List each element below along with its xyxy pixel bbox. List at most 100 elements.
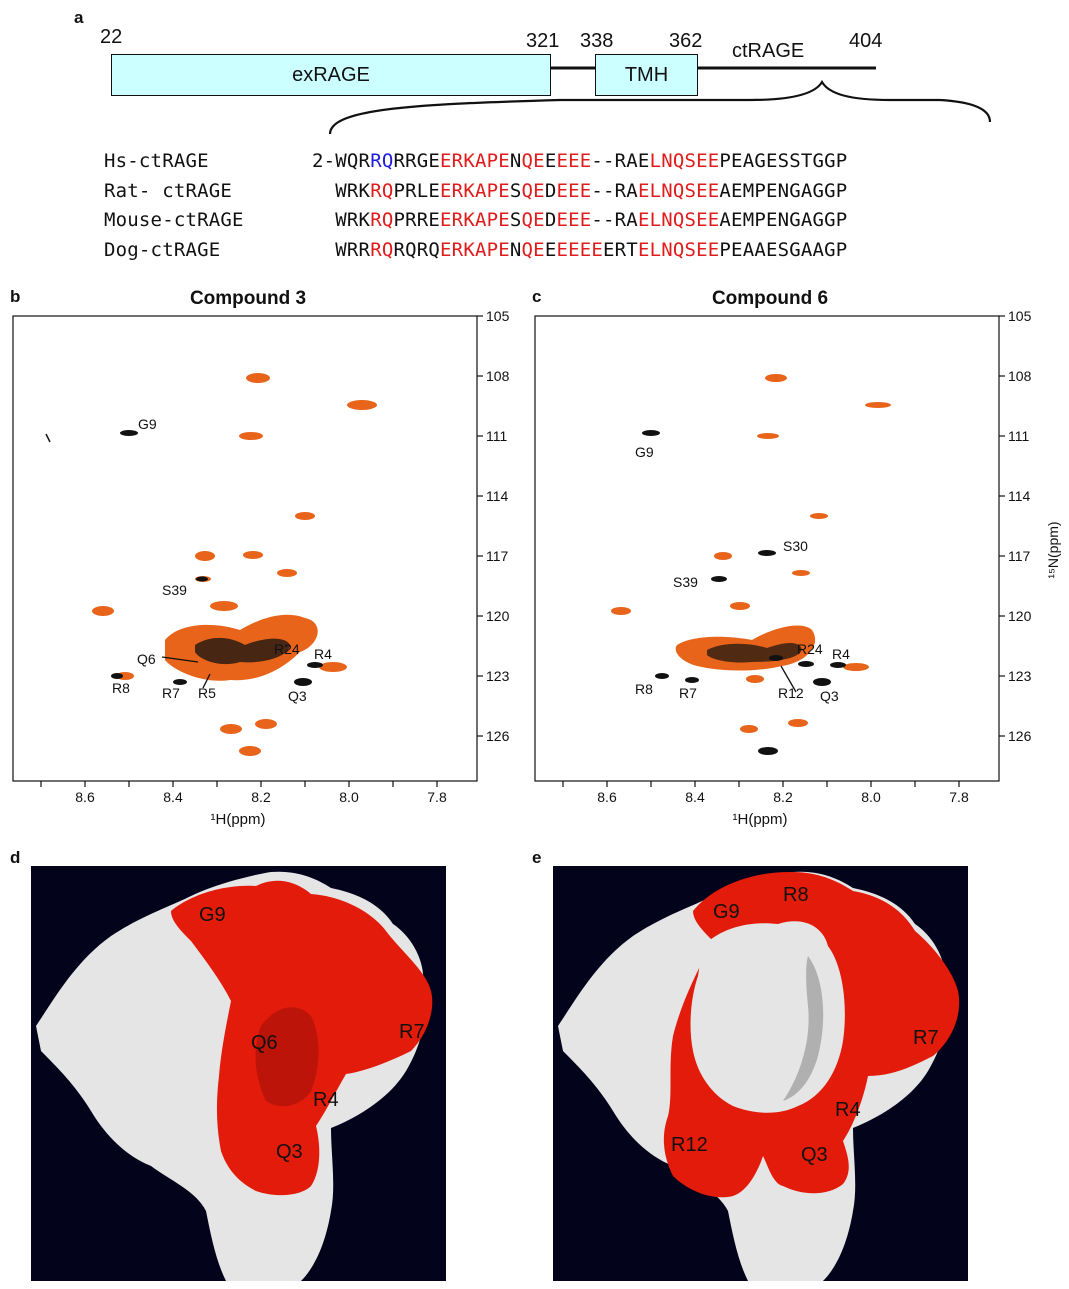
tmh-domain: TMH [595,54,698,96]
sequence-segment: E [544,239,557,261]
label-r7: R7 [162,685,180,701]
y-tick-label: 108 [1008,368,1032,384]
sequence-segment: QE [521,209,545,231]
label-r8: R8 [635,681,653,697]
position-338: 338 [580,30,614,52]
sequence-segment: --RA [591,180,638,202]
sequence-segment: EEEE [556,239,604,261]
sequence-segment: ELNQSEE [637,180,720,202]
residue-r7: R7 [399,1021,425,1043]
label-g9: G9 [635,444,654,460]
sequence-segment: 2-WQR [312,150,371,172]
y-tick-label: 120 [1008,608,1032,624]
residue-g9: G9 [713,901,740,923]
x-tick-label: 8.0 [339,789,359,805]
sequence-segment: QE [521,150,545,172]
sequence-segment: RQ [370,209,394,231]
label-q3: Q3 [820,688,839,704]
sequence-segment: RQ [370,239,394,261]
x-tick-label: 8.2 [251,789,271,805]
residue-q3: Q3 [276,1141,303,1163]
nmr-spectrum-c: G9 S30 S39 R24 R4 R8 R7 R12 Q3 8.6 8.4 8… [534,308,1061,828]
position-404: 404 [849,30,883,52]
x-tick-label: 8.6 [597,789,617,805]
y-tick-label: 126 [1008,728,1032,744]
sequence-segment: PRRE [393,209,441,231]
y-tick-label: 111 [486,428,507,444]
label-q6: Q6 [137,651,156,667]
sequence-row-mouse: Mouse-ctRAGE WRKRQPRREERKAPESQEDEEE--RAE… [104,209,847,231]
sequence-segment: --RA [591,209,638,231]
x-tick-label: 8.0 [861,789,881,805]
surface-model-d: G9 Q6 R7 R4 Q3 [31,866,446,1281]
label-s39: S39 [673,574,698,590]
peaks-b [45,373,377,756]
peak-r8 [111,673,123,679]
y-tick-label: 120 [486,608,510,624]
label-r8: R8 [112,680,130,696]
y-axis-label-c: ¹⁵N(ppm) [1045,521,1061,578]
y-tick-label: 123 [1008,668,1032,684]
x-tick-label: 8.4 [163,789,183,805]
ctrage-label: ctRAGE [732,40,805,62]
sequence-segment: EEE [556,209,592,231]
residue-g9: G9 [199,904,226,926]
sequence-segment: RQ [370,180,394,202]
x-tick-label: 8.2 [773,789,793,805]
sequence-segment: PEAAESGAAGP [719,239,848,261]
sequence-name: Rat- ctRAGE [104,180,233,202]
position-22: 22 [100,26,123,48]
residue-r8: R8 [783,884,809,906]
x-tick-label: 7.8 [949,789,969,805]
residue-r7: R7 [913,1027,939,1049]
sequence-segment: AEMPENGAGGP [719,209,848,231]
sequence-segment: QE [521,180,545,202]
label-s30: S30 [783,538,808,554]
sequence-segment: LNQSEE [649,150,720,172]
surface-model-e: G9 R8 R7 R4 R12 Q3 [553,866,968,1281]
peak-r7 [173,679,187,685]
panel-b-label: b [10,287,21,306]
y-tick-label: 117 [486,548,509,564]
panel-d-label: d [10,848,21,867]
sequence-segment: N [509,239,522,261]
sequence-name: Dog-ctRAGE [104,239,221,261]
peak-g9 [120,430,138,436]
nmr-spectrum-b: G9 S39 Q6 R24 R4 R8 R7 R5 Q3 8.6 8.4 8.2… [12,308,510,828]
sequence-segment: ERKAPE [440,239,510,261]
peak-s39 [196,576,208,582]
x-ticks-b [40,781,438,787]
y-tick-label: 117 [1008,548,1031,564]
sequence-row-hs: Hs-ctRAGE 2-WQRRQRRGEERKAPENQEEEEE--RAELN… [104,150,847,172]
sequence-segment: WRR [312,239,371,261]
sequence-row-dog: Dog-ctRAGE WRRRQRQRQERKAPENQEEEEEEERTELN… [104,239,847,261]
sequence-segment: ERKAPE [440,209,510,231]
position-321: 321 [526,30,560,52]
sequence-segment: PRLE [393,180,441,202]
sequence-segment: ELNQSEE [637,239,720,261]
y-tick-label: 114 [1008,488,1031,504]
y-tick-label: 108 [486,368,510,384]
residue-r12: R12 [671,1134,708,1156]
sequence-segment: D [544,209,557,231]
label-r7: R7 [679,685,697,701]
x-axis-label-b: ¹H(ppm) [211,811,266,828]
sequence-segment: S [509,180,522,202]
sequence-segment: N [509,150,522,172]
x-tick-label: 7.8 [427,789,447,805]
y-tick-label: 105 [1008,308,1032,324]
label-r5: R5 [198,685,216,701]
residue-q6: Q6 [251,1032,278,1054]
sequence-segment: PEAGESSTGGP [719,150,848,172]
sequence-segment: AEMPENGAGGP [719,180,848,202]
sequence-segment: ERKAPE [440,150,510,172]
x-axis-label-c: ¹H(ppm) [733,811,788,828]
sequence-segment: EEE [556,180,592,202]
y-tick-label: 111 [1008,428,1029,444]
sequence-segment: S [509,209,522,231]
panel-b-title: Compound 3 [189,288,307,309]
residue-q3: Q3 [801,1144,828,1166]
sequence-segment: EEE [556,150,592,172]
sequence-segment: RQ [370,150,394,172]
panel-c-title: Compound 6 [711,288,829,309]
